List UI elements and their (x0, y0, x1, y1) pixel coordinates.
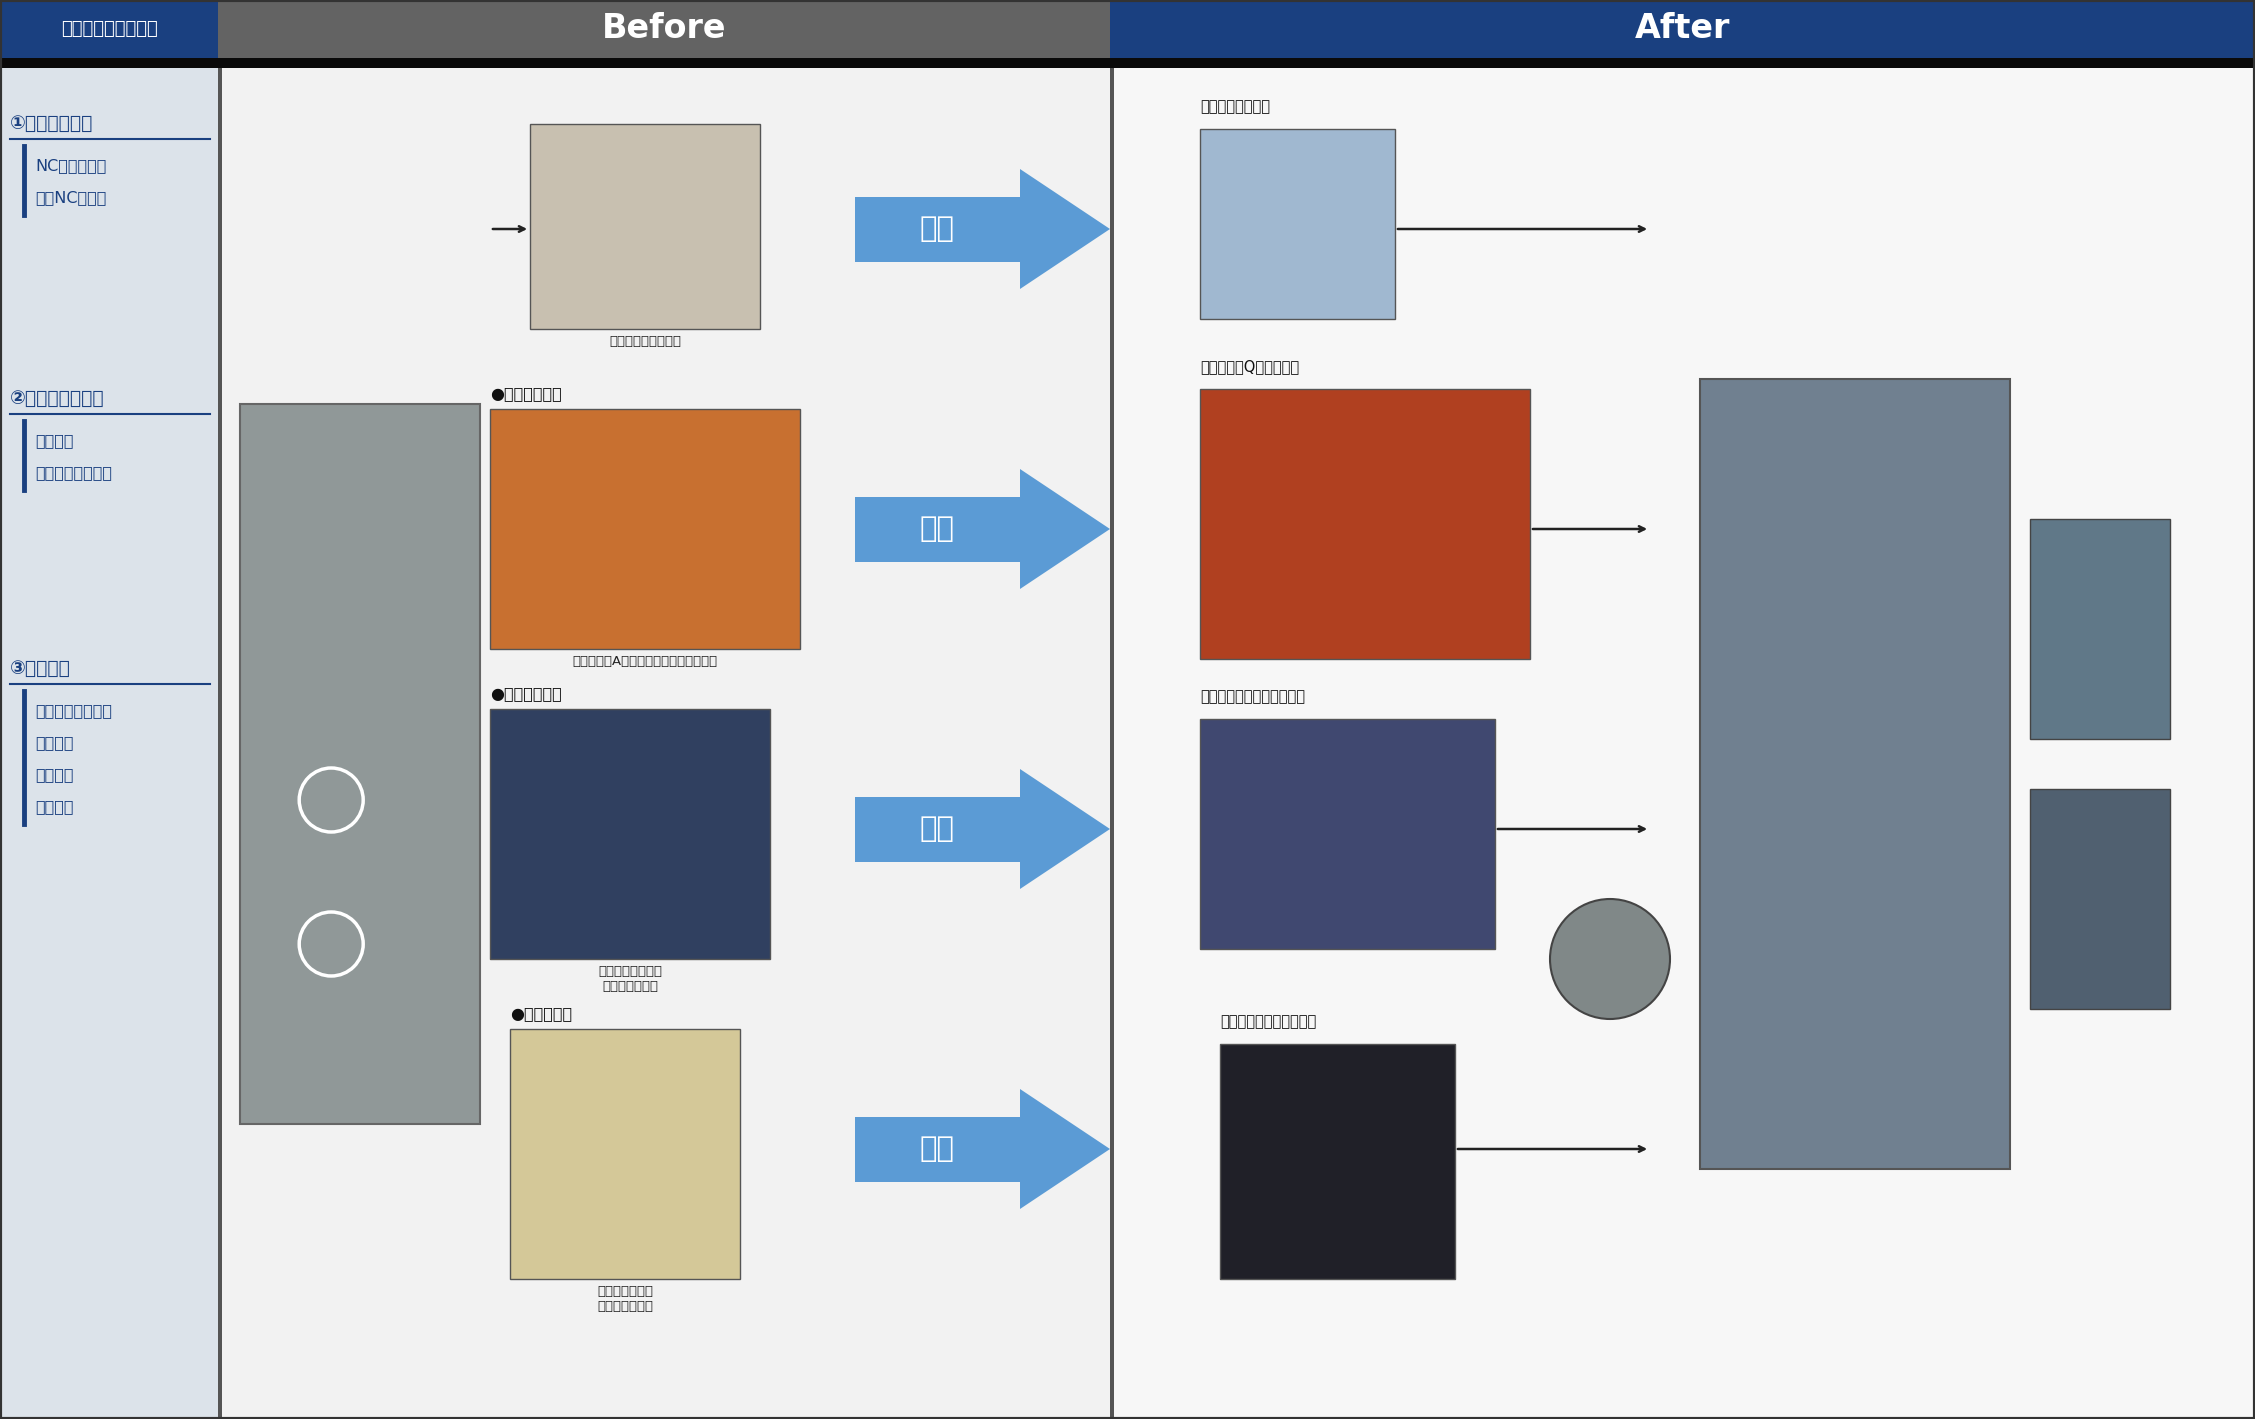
Bar (530, 123, 760, 329)
Bar (239, 404, 480, 1124)
Text: レトロフィット内容: レトロフィット内容 (61, 20, 158, 38)
Text: 「三菱電機Qシリーズ」: 「三菱電機Qシリーズ」 (1200, 359, 1299, 375)
Bar (510, 1029, 740, 1279)
Bar (219, 0, 1109, 1419)
Bar (489, 409, 801, 648)
Circle shape (1549, 900, 1671, 1019)
Text: 新型NCへ更新: 新型NCへ更新 (36, 190, 106, 206)
Bar (219, 0, 221, 1419)
Polygon shape (1019, 769, 1109, 888)
Text: 更新: 更新 (920, 815, 956, 843)
Text: 「サーボアンプ」（最新）: 「サーボアンプ」（最新） (1200, 690, 1306, 704)
Text: Before: Before (602, 13, 726, 45)
Text: コンベア: コンベア (36, 735, 74, 751)
Text: 更新: 更新 (920, 216, 956, 243)
Bar (1200, 719, 1495, 949)
Bar (855, 796, 1019, 861)
Bar (1109, 58, 2255, 68)
Bar (219, 58, 1109, 68)
Bar (1109, 0, 2255, 58)
Bar (0, 0, 219, 58)
Polygon shape (1019, 1088, 1109, 1209)
Bar (1220, 1044, 1454, 1279)
Bar (1200, 129, 1396, 319)
Text: 「タッチパネル」: 「タッチパネル」 (1200, 99, 1270, 114)
Text: ロボット: ロボット (36, 799, 74, 815)
Text: 更新: 更新 (920, 515, 956, 543)
Text: ③搞送装置: ③搞送装置 (9, 658, 70, 678)
Text: 「三菱電機Aシリーズ」（生産終了品）: 「三菱電機Aシリーズ」（生産終了品） (573, 656, 717, 668)
Text: NC装置新搭載: NC装置新搭載 (36, 159, 106, 173)
Text: レーザー測定装置: レーザー測定装置 (36, 465, 113, 481)
Bar (1109, 0, 2255, 1419)
Bar (855, 196, 1019, 261)
Text: ●インバータ: ●インバータ (510, 1006, 573, 1022)
Text: ②加工物測定装置: ②加工物測定装置 (9, 389, 104, 409)
Text: 「サーボパック」
（生産終了品）: 「サーボパック」 （生産終了品） (598, 965, 663, 993)
Bar (1700, 379, 2009, 1169)
Text: ●数値制御装置: ●数値制御装置 (489, 386, 561, 402)
Bar (2030, 519, 2169, 739)
Bar (855, 1117, 1019, 1182)
Text: After: After (1635, 13, 1730, 45)
Bar (0, 0, 219, 1419)
Text: 定寸装置: 定寸装置 (36, 433, 74, 448)
Text: 「インバータ」
（生産終了品）: 「インバータ」 （生産終了品） (598, 1286, 654, 1313)
Bar (2030, 789, 2169, 1009)
Text: ①数値制御装置: ①数値制御装置 (9, 114, 92, 133)
Polygon shape (1019, 169, 1109, 289)
Polygon shape (1019, 470, 1109, 589)
Bar (1200, 389, 1529, 658)
Bar (1109, 0, 1114, 1419)
Text: 「押しボタン操作」: 「押しボタン操作」 (609, 335, 681, 348)
Text: 更新: 更新 (920, 1135, 956, 1164)
Bar (855, 497, 1019, 562)
Text: ローダー: ローダー (36, 768, 74, 782)
Bar (489, 710, 769, 959)
Bar (219, 0, 1109, 58)
Text: ●サーボアンプ: ●サーボアンプ (489, 685, 561, 701)
Text: 「インバータ」（最新）: 「インバータ」（最新） (1220, 1015, 1317, 1029)
Bar (0, 58, 219, 68)
Text: パーツフィーダー: パーツフィーダー (36, 704, 113, 718)
